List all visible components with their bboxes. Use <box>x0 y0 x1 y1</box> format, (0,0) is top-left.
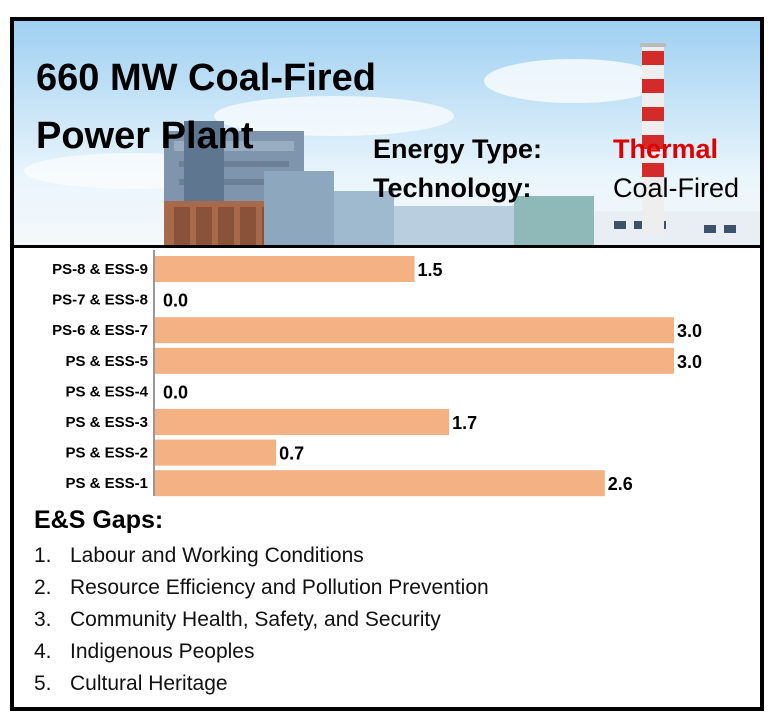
gap-item: 4. Indigenous Peoples <box>34 636 489 668</box>
data-label: 3.0 <box>677 352 702 372</box>
banner: 660 MW Coal-Fired Power Plant Energy Typ… <box>14 21 760 248</box>
data-label: 0.7 <box>279 444 304 464</box>
data-label: 3.0 <box>677 321 702 341</box>
category-label: PS-6 & ESS-7 <box>52 322 148 339</box>
gaps-list: 1. Labour and Working Conditions 2. Resourc… <box>34 540 489 700</box>
bar <box>155 317 674 344</box>
bar <box>155 439 277 466</box>
energy-type-label: Energy Type: <box>373 134 543 164</box>
bar-chart: PS-8 & ESS-9 1.5 PS-7 & ESS-8 0.0 PS-6 & ESS… <box>52 250 702 497</box>
category-label: PS & ESS-5 <box>65 353 148 370</box>
card-frame: 660 MW Coal-Fired Power Plant Energy Typ… <box>10 17 764 711</box>
gap-item: 1. Labour and Working Conditions <box>34 540 489 572</box>
title-line-2: Power Plant <box>36 115 254 157</box>
data-label: 2.6 <box>608 474 633 494</box>
data-label: 0.0 <box>163 291 188 311</box>
gap-item: 5. Cultural Heritage <box>34 668 489 700</box>
data-label: 1.5 <box>418 260 443 280</box>
gap-item-number: 4. <box>34 640 52 663</box>
gap-item-text: Labour and Working Conditions <box>70 544 364 567</box>
gap-item-number: 1. <box>34 544 52 567</box>
gap-item-number: 3. <box>34 608 52 631</box>
technology-value: Coal-Fired <box>613 173 740 203</box>
gaps-title: E&S Gaps: <box>34 506 164 534</box>
category-label: PS & ESS-1 <box>65 475 148 492</box>
gap-item-text: Indigenous Peoples <box>70 640 255 663</box>
category-label: PS-7 & ESS-8 <box>52 292 148 309</box>
power-plant-illustration <box>24 43 760 245</box>
category-label: PS & ESS-3 <box>65 414 148 431</box>
data-label: 0.0 <box>163 382 188 402</box>
gap-item-text: Community Health, Safety, and Security <box>70 608 441 631</box>
gap-item-text: Cultural Heritage <box>70 672 228 695</box>
gap-item: 2. Resource Efficiency and Pollution Prev… <box>34 572 489 604</box>
category-label: PS & ESS-4 <box>65 383 148 400</box>
gap-item-text: Resource Efficiency and Pollution Preven… <box>70 576 489 599</box>
technology-label: Technology: <box>373 173 532 203</box>
gap-item: 3. Community Health, Safety, and Security <box>34 604 489 636</box>
data-label: 1.7 <box>452 413 477 433</box>
bar <box>155 256 415 282</box>
gap-item-number: 5. <box>34 672 52 695</box>
category-label: PS-8 & ESS-9 <box>52 261 148 278</box>
page-title: 660 MW Coal-Fired Power Plant <box>36 49 496 165</box>
bar <box>155 409 450 435</box>
bar <box>155 470 605 497</box>
bar <box>155 347 674 374</box>
category-label: PS & ESS-2 <box>65 445 148 462</box>
gap-item-number: 2. <box>34 576 52 599</box>
title-line-1: 660 MW Coal-Fired <box>36 57 376 99</box>
energy-type-value: Thermal <box>613 134 719 164</box>
